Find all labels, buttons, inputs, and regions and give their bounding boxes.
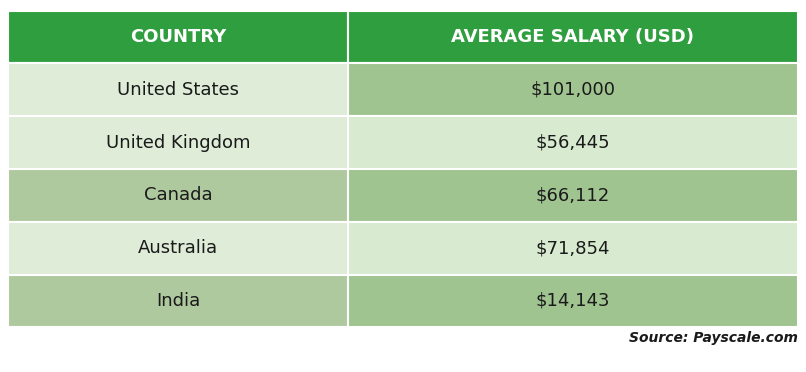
Text: $56,445: $56,445: [535, 134, 610, 151]
Text: Source: Payscale.com: Source: Payscale.com: [629, 331, 798, 345]
Bar: [8, 169, 347, 222]
Text: Australia: Australia: [138, 239, 218, 257]
Bar: [347, 222, 798, 275]
Bar: [8, 11, 347, 63]
Text: Canada: Canada: [143, 186, 212, 204]
Bar: [8, 275, 347, 327]
Bar: [347, 169, 798, 222]
Bar: [347, 11, 798, 63]
Text: $101,000: $101,000: [530, 81, 615, 99]
Text: United States: United States: [117, 81, 239, 99]
Bar: [347, 63, 798, 116]
Bar: [8, 116, 347, 169]
Text: India: India: [156, 292, 200, 310]
Text: $71,854: $71,854: [535, 239, 610, 257]
Text: United Kingdom: United Kingdom: [106, 134, 250, 151]
Bar: [8, 222, 347, 275]
Bar: [8, 63, 347, 116]
Text: COUNTRY: COUNTRY: [130, 28, 226, 46]
Text: AVERAGE SALARY (USD): AVERAGE SALARY (USD): [451, 28, 694, 46]
Text: $66,112: $66,112: [536, 186, 610, 204]
Bar: [347, 275, 798, 327]
Text: $14,143: $14,143: [535, 292, 610, 310]
Bar: [347, 116, 798, 169]
